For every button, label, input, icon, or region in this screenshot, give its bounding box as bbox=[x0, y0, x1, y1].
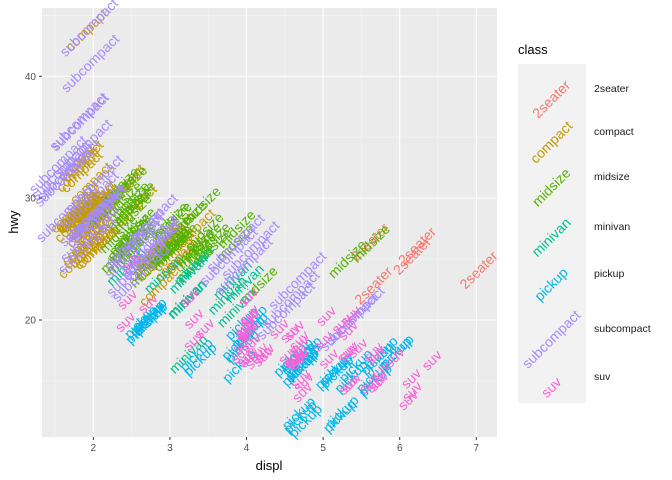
x-axis-title: displ bbox=[256, 458, 283, 473]
panel-background bbox=[42, 8, 497, 437]
legend-key-background bbox=[518, 64, 586, 403]
legend-label-pickup: pickup bbox=[594, 268, 625, 280]
legend-title: class bbox=[518, 42, 548, 57]
axis-ticks: 2 3 4 5 6 7 20 30 40 bbox=[25, 72, 480, 454]
x-tick-label: 5 bbox=[320, 443, 326, 454]
grid-minor bbox=[42, 8, 497, 437]
x-tick-label: 6 bbox=[397, 443, 403, 454]
x-tick-label: 3 bbox=[167, 443, 173, 454]
legend-label-2seater: 2seater bbox=[594, 83, 630, 95]
x-tick-label: 7 bbox=[474, 443, 480, 454]
y-tick-label: 20 bbox=[25, 316, 37, 327]
x-tick-label: 2 bbox=[91, 443, 97, 454]
y-tick-label: 30 bbox=[25, 194, 37, 205]
legend-label-compact: compact bbox=[594, 126, 634, 138]
y-tick-label: 40 bbox=[25, 72, 37, 83]
legend-label-minivan: minivan bbox=[594, 221, 630, 233]
y-axis-title: hwy bbox=[6, 210, 21, 234]
x-tick-label: 4 bbox=[244, 443, 250, 454]
legend-label-subcompact: subcompact bbox=[594, 323, 651, 335]
legend-label-suv: suv bbox=[594, 371, 611, 383]
legend-label-midsize: midsize bbox=[594, 171, 630, 183]
grid-major bbox=[42, 8, 497, 437]
